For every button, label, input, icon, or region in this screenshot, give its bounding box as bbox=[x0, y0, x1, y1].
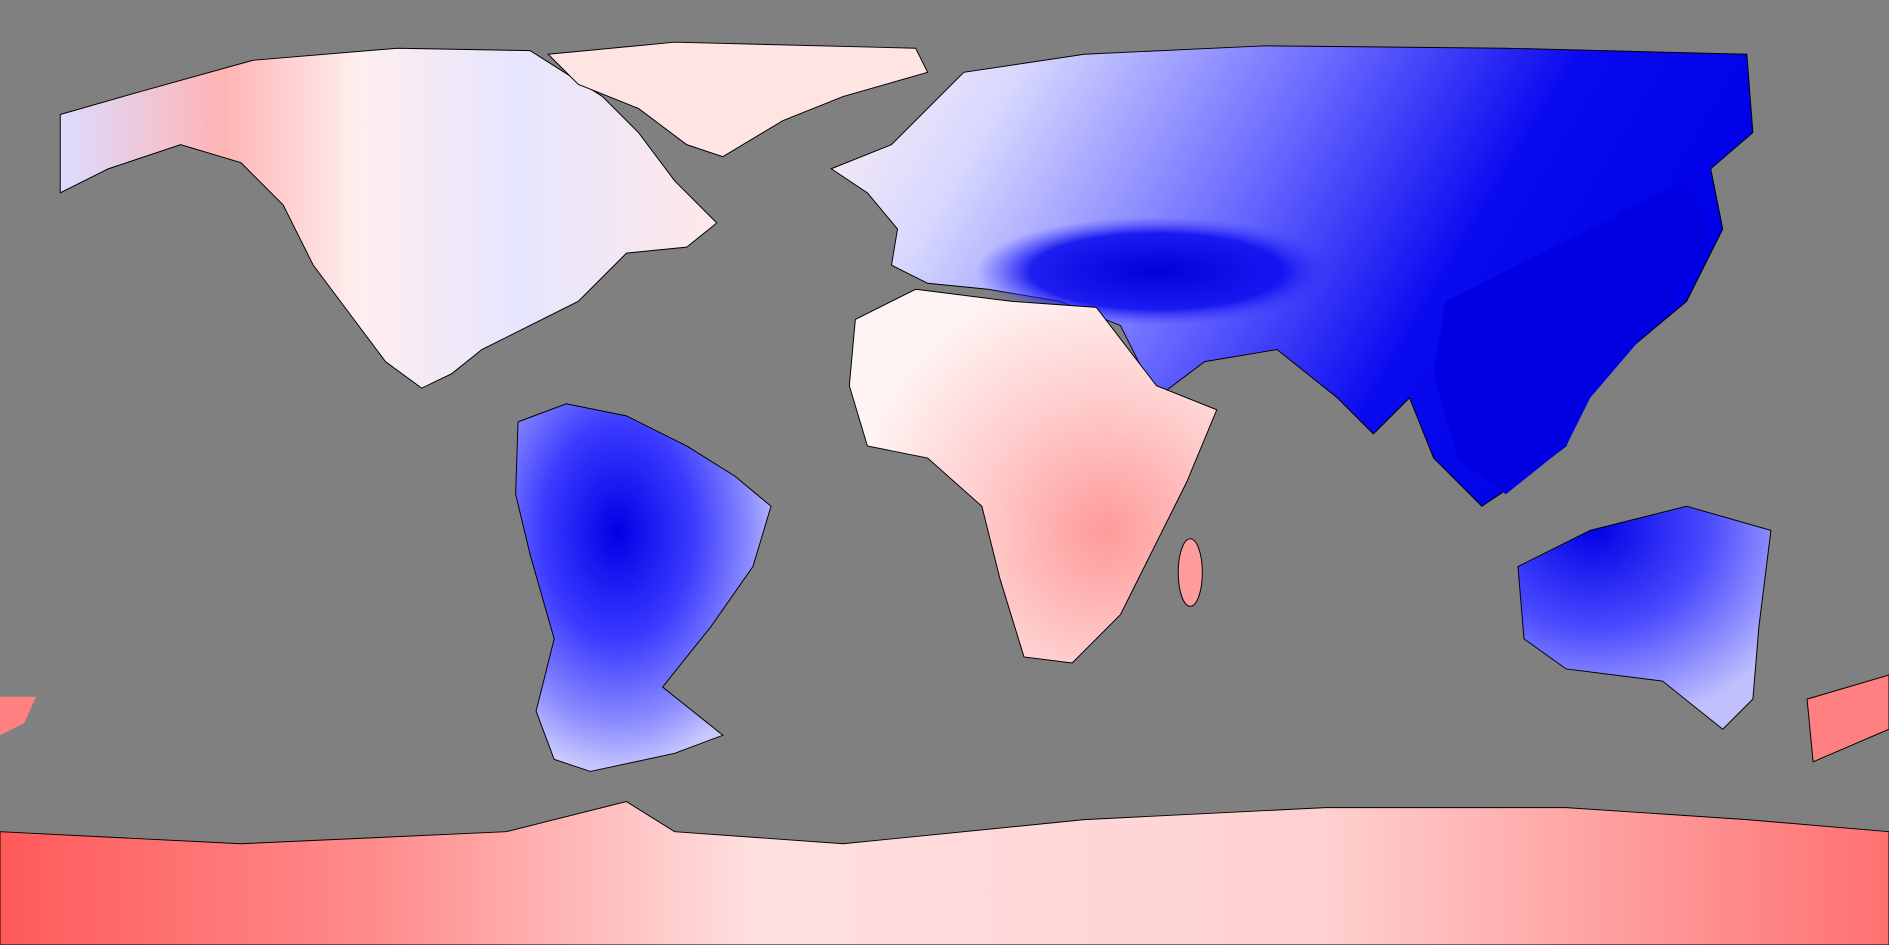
mediterranean-anomaly bbox=[975, 216, 1338, 326]
pacific-edge bbox=[0, 696, 37, 736]
greenland bbox=[547, 41, 929, 158]
antarctica bbox=[0, 801, 1889, 945]
africa bbox=[848, 288, 1218, 664]
madagascar bbox=[1177, 538, 1203, 607]
south-america bbox=[515, 403, 772, 772]
australia bbox=[1517, 505, 1772, 730]
east-asia-anomaly bbox=[1433, 180, 1711, 495]
north-america bbox=[59, 47, 718, 389]
new-zealand bbox=[1806, 674, 1889, 763]
